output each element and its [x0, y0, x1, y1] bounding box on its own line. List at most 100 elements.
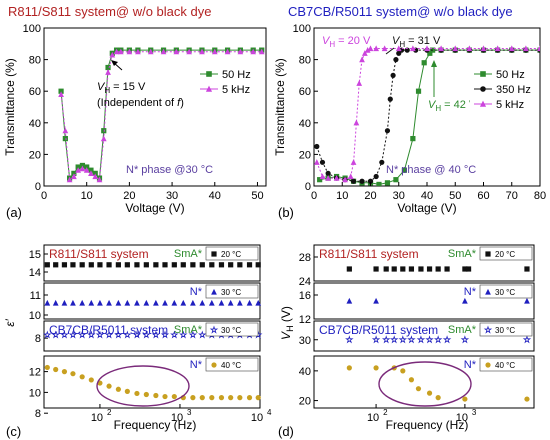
data-point — [438, 45, 444, 52]
panel-d-ylabel-unit: (V) — [279, 306, 293, 325]
data-point — [427, 50, 433, 56]
data-point — [75, 164, 81, 170]
data-point — [433, 335, 443, 344]
data-point — [44, 299, 51, 306]
data-point — [400, 368, 406, 374]
legend-marker — [205, 85, 213, 92]
x-tick-label: 10 — [367, 412, 379, 424]
panel-d-subpanels: 24 28 20 °C SmA* 12 16 30 °C N* 30 30 °C SmA* 20 40 4… — [299, 244, 535, 424]
panel-a-independent-note: (Independent of f) — [97, 97, 184, 109]
data-point — [246, 299, 253, 306]
legend-marker — [485, 362, 491, 368]
panel-c: 14 15 20 °C SmA* 10 11 30 °C N* 8 30 °C SmA* 8 10 12 4… — [3, 244, 272, 439]
data-point — [96, 176, 103, 183]
subpanel-frame — [43, 355, 261, 409]
data-point — [199, 299, 206, 306]
panel-a-vh-v: V — [97, 81, 106, 93]
y-tick-label: 10 — [29, 387, 41, 399]
system-label-r811: R811/S811 system — [49, 247, 149, 261]
panel-b-label: (b) — [278, 205, 294, 220]
y-tick-label: 20 — [29, 149, 41, 161]
legend-label: 350 Hz — [496, 84, 531, 96]
data-point — [97, 262, 103, 268]
phase-label: SmA* — [174, 324, 203, 336]
data-point — [179, 330, 188, 339]
subpanel: 8 30 °C SmA* — [35, 320, 263, 352]
y-tick-label: 100 — [293, 23, 311, 35]
legend-label: 30 °C — [495, 326, 515, 335]
panel-a-label: (a) — [6, 205, 22, 220]
x-tick-exponent: 3 — [187, 408, 192, 417]
data-point — [314, 143, 320, 150]
data-point — [466, 45, 473, 52]
panel-a-phase-label: N* phase @30 °C — [126, 164, 213, 176]
x-tick-label: 60 — [477, 190, 489, 202]
legend-box — [205, 284, 259, 299]
phase-label: N* — [464, 359, 477, 371]
y-tick-label: 12 — [29, 367, 41, 379]
panel-a-vh-value: = 15 V — [110, 81, 146, 93]
legend-box — [205, 357, 259, 372]
data-point — [255, 299, 262, 306]
legend-marker — [211, 251, 217, 257]
data-point — [393, 57, 399, 63]
data-point — [211, 48, 218, 55]
data-point — [190, 262, 196, 268]
legend-marker — [485, 288, 491, 295]
data-point — [465, 266, 472, 272]
data-point — [153, 262, 159, 268]
data-point — [124, 299, 131, 306]
data-point — [170, 330, 179, 339]
data-point — [44, 262, 50, 268]
data-point — [347, 173, 354, 180]
data-point — [462, 297, 468, 304]
data-point — [123, 330, 132, 339]
data-point — [135, 48, 141, 55]
panel-a-xlabel: Voltage (V) — [125, 201, 184, 215]
data-point — [524, 297, 530, 304]
data-point — [142, 330, 151, 339]
legend-label: 50 Hz — [222, 69, 251, 81]
data-point — [389, 335, 399, 344]
data-point — [373, 266, 379, 272]
data-point — [71, 170, 77, 176]
data-point — [407, 335, 416, 344]
data-point — [60, 330, 69, 339]
data-point — [83, 167, 90, 173]
data-point — [162, 393, 168, 400]
y-tick-label: 20 — [299, 396, 311, 408]
x-tick-label: 10 — [81, 190, 93, 202]
data-point — [43, 330, 52, 339]
legend-label: 30 °C — [221, 288, 241, 297]
panel-b-title: CB7CB/R5011 system@ w/o black dye — [288, 4, 513, 19]
data-point — [180, 299, 187, 306]
x-tick-label: 50 — [251, 190, 263, 202]
y-tick-label: 20 — [299, 149, 311, 161]
data-point — [218, 395, 225, 401]
data-point — [52, 299, 59, 306]
data-point — [426, 390, 433, 396]
data-point — [390, 72, 396, 78]
data-point — [442, 335, 452, 344]
data-point — [462, 266, 468, 272]
data-point — [383, 266, 389, 272]
data-point — [53, 262, 59, 268]
legend-box — [205, 322, 259, 337]
y-tick-label: 0 — [35, 181, 41, 193]
highlight-ellipse — [378, 361, 472, 407]
data-point — [480, 45, 487, 52]
data-point — [524, 266, 530, 272]
data-point — [88, 262, 94, 268]
x-tick-label: 50 — [449, 190, 461, 202]
data-point — [421, 60, 427, 66]
x-tick-exponent: 4 — [267, 408, 272, 417]
data-point — [373, 45, 380, 52]
legend-box — [479, 322, 533, 337]
subpanel-frame — [313, 244, 535, 282]
data-point — [346, 365, 352, 371]
data-point — [325, 170, 331, 176]
data-point — [508, 45, 515, 52]
y-tick-label: 40 — [299, 366, 311, 378]
data-point — [401, 167, 407, 173]
data-point — [58, 88, 64, 94]
